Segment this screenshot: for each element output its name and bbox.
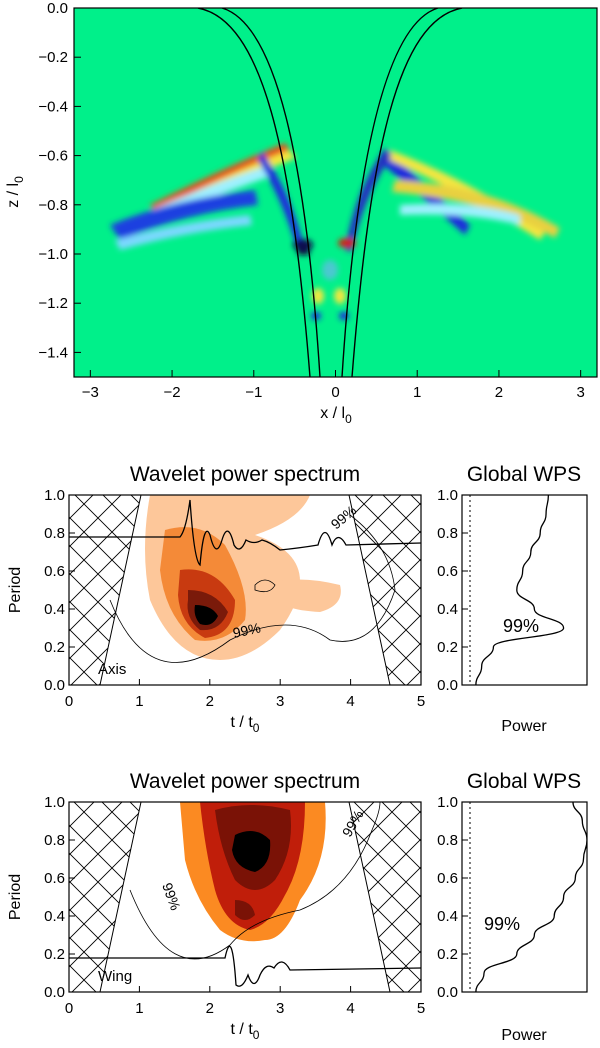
wavelet-xtick-label: 1 [135, 1000, 143, 1017]
field-ytick-label: −0.2 [38, 49, 68, 66]
wavelet-xtick-label: 4 [346, 1000, 354, 1017]
sig-label-axis-1: 99% [231, 619, 262, 640]
field-lines [197, 8, 463, 377]
field-xtick-label: −1 [245, 384, 262, 401]
wavelet-xlabel-axis: t / t0 [231, 714, 260, 735]
field-xtick-label: 3 [576, 384, 584, 401]
field-xtick-label: 1 [413, 384, 421, 401]
wavelet-ytick-label: 0.0 [44, 984, 65, 1001]
wavelet-title-axis: Wavelet power spectrum [130, 463, 360, 486]
wavelet-ylabel-axis: Period [7, 567, 24, 613]
global-ytick-label: 1.0 [437, 794, 458, 811]
wavelet-xtick-label: 3 [276, 693, 284, 710]
field-structures [110, 8, 560, 377]
field-background [74, 8, 597, 377]
wavelet-xtick-label: 2 [206, 693, 214, 710]
global-ytick-label: 0.0 [437, 677, 458, 694]
global-panel-wing: Global WPS 99% 0.0 0.2 0.4 0.6 0.8 1.0 Power [437, 770, 588, 1044]
wavelet-ytick-label: 0.8 [44, 525, 65, 542]
wavelet-ticks-axis: 0 1 2 3 4 5 0.0 0.2 0.4 0.6 0.8 1.0 [44, 487, 425, 710]
global-sig-label-wing: 99% [484, 914, 520, 934]
wavelet-panel-label-wing: Wing [98, 968, 132, 985]
wavelet-xtick-label: 1 [135, 693, 143, 710]
wavelet-panel-label-axis: Axis [98, 661, 126, 678]
wavelet-ytick-label: 0.6 [44, 870, 65, 887]
wavelet-xlabel-wing: t / t0 [231, 1021, 260, 1042]
global-curve-axis [475, 495, 565, 685]
wavelet-ytick-label: 0.2 [44, 946, 65, 963]
global-sig-label-axis: 99% [503, 616, 539, 636]
wavelet-ytick-label: 0.4 [44, 908, 65, 925]
global-ytick-label: 1.0 [437, 487, 458, 504]
field-ytick-label: −1.0 [38, 246, 68, 263]
global-ticks-axis: 0.0 0.2 0.4 0.6 0.8 1.0 [437, 487, 468, 694]
wavelet-ylabel-wing: Period [7, 874, 24, 920]
global-panel-axis: Global WPS 99% 0.0 0.2 0.4 0.6 0.8 1.0 Power [437, 463, 588, 735]
field-xtick-label: −2 [164, 384, 181, 401]
global-ytick-label: 0.8 [437, 832, 458, 849]
global-ticks-wing: 0.0 0.2 0.4 0.6 0.8 1.0 [437, 794, 468, 1001]
field-ylabel: z / l0 [5, 176, 26, 208]
wavelet-ticks-wing: 0 1 2 3 4 5 0.0 0.2 0.4 0.6 0.8 1.0 [44, 794, 425, 1017]
global-curve-wing [475, 802, 587, 992]
field-plot: −3 −2 −1 0 1 2 3 0.0 −0.2 −0.4 −0.6 −0.8 −1.0 −1.2 −1.… [5, 0, 598, 426]
wavelet-xtick-label: 4 [346, 693, 354, 710]
global-title-wing: Global WPS [467, 770, 581, 793]
field-xtick-label: −3 [82, 384, 99, 401]
field-ticks: −3 −2 −1 0 1 2 3 0.0 −0.2 −0.4 −0.6 −0.8 −1.0 −1.2 −1.… [38, 0, 584, 401]
field-ytick-label: −1.2 [38, 295, 68, 312]
global-ytick-label: 0.4 [437, 601, 458, 618]
wavelet-ytick-label: 0.0 [44, 677, 65, 694]
wavelet-title-wing: Wavelet power spectrum [130, 770, 360, 793]
global-ytick-label: 0.4 [437, 908, 458, 925]
global-ytick-label: 0.8 [437, 525, 458, 542]
field-xlabel: x / l0 [320, 405, 352, 426]
wavelet-xtick-label: 5 [417, 1000, 425, 1017]
global-ytick-label: 0.2 [437, 639, 458, 656]
field-ytick-label: −1.4 [38, 344, 68, 361]
global-ytick-label: 0.6 [437, 563, 458, 580]
field-ytick-label: −0.6 [38, 148, 68, 165]
global-xlabel-axis: Power [501, 718, 547, 735]
global-title-axis: Global WPS [467, 463, 581, 486]
field-ytick-label: −0.4 [38, 98, 68, 115]
wavelet-ytick-label: 0.6 [44, 563, 65, 580]
field-ytick-label: −0.8 [38, 197, 68, 214]
wavelet-xtick-label: 0 [65, 693, 73, 710]
wavelet-xtick-label: 0 [65, 1000, 73, 1017]
global-ytick-label: 0.0 [437, 984, 458, 1001]
wavelet-ytick-label: 0.8 [44, 832, 65, 849]
global-ytick-label: 0.6 [437, 870, 458, 887]
wavelet-ytick-label: 0.2 [44, 639, 65, 656]
wavelet-ytick-label: 0.4 [44, 601, 65, 618]
wavelet-xtick-label: 3 [276, 1000, 284, 1017]
global-xlabel-wing: Power [501, 1027, 547, 1044]
wavelet-ytick-label: 1.0 [44, 794, 65, 811]
field-xtick-label: 2 [495, 384, 503, 401]
wavelet-ytick-label: 1.0 [44, 487, 65, 504]
wavelet-xtick-label: 2 [206, 1000, 214, 1017]
global-ytick-label: 0.2 [437, 946, 458, 963]
field-ytick-label: 0.0 [47, 0, 68, 17]
field-xtick-label: 0 [331, 384, 339, 401]
wavelet-xtick-label: 5 [417, 693, 425, 710]
